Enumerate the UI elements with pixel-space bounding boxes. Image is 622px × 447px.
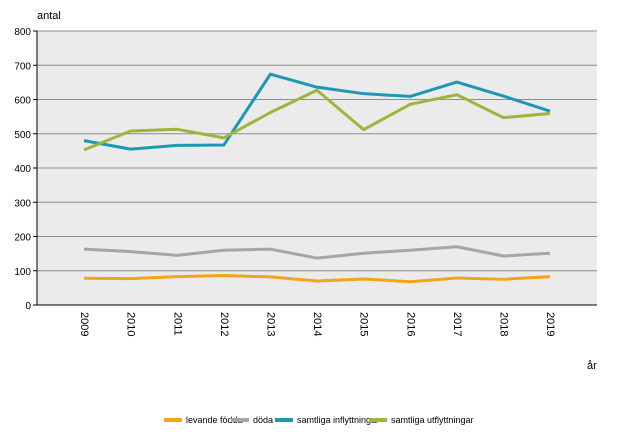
legend: levande födda döda samtliga inflyttningar s… — [164, 415, 474, 425]
series-line-0 — [83, 274, 551, 284]
x-tick-label: 2016 — [404, 312, 416, 336]
y-tick-label: 300 — [14, 198, 31, 209]
x-axis-tick-labels: 2009 2010 2011 2012 2013 2014 2015 2016 2017 2018… — [78, 312, 556, 336]
x-tick-label: 2013 — [264, 312, 276, 336]
x-tick-label: 2019 — [544, 312, 556, 336]
x-tick-label: 2010 — [125, 312, 137, 336]
x-tick-label: 2018 — [497, 312, 509, 336]
y-axis-label: antal — [37, 10, 61, 22]
x-tick-label: 2012 — [218, 312, 230, 336]
y-tick-label: 500 — [14, 130, 31, 141]
x-tick-label: 2009 — [78, 312, 90, 336]
legend-label: samtliga utflyttningar — [391, 415, 474, 425]
x-tick-label: 2011 — [171, 312, 183, 336]
y-tick-label: 100 — [14, 267, 31, 278]
y-tick-label: 0 — [25, 301, 31, 312]
x-tick-label: 2014 — [311, 312, 323, 336]
y-tick-label: 200 — [14, 233, 31, 244]
x-tick-label: 2015 — [358, 312, 370, 336]
y-axis-tick-labels: 0 100 200 300 400 500 600 700 800 — [14, 27, 31, 312]
gridlines — [33, 30, 597, 306]
series-line-1 — [83, 245, 551, 260]
series-line-2 — [83, 72, 551, 151]
y-tick-label: 400 — [14, 164, 31, 175]
legend-label: samtliga inflyttningar — [297, 415, 379, 425]
x-tick-label: 2017 — [451, 312, 463, 336]
legend-label: döda — [253, 415, 273, 425]
series-line-3 — [83, 88, 551, 152]
y-tick-label: 700 — [14, 61, 31, 72]
y-tick-label: 600 — [14, 96, 31, 107]
x-axis-label: år — [587, 360, 597, 372]
y-tick-label: 800 — [14, 27, 31, 38]
legend-label: levande födda — [186, 415, 243, 425]
series-lines — [83, 72, 551, 284]
